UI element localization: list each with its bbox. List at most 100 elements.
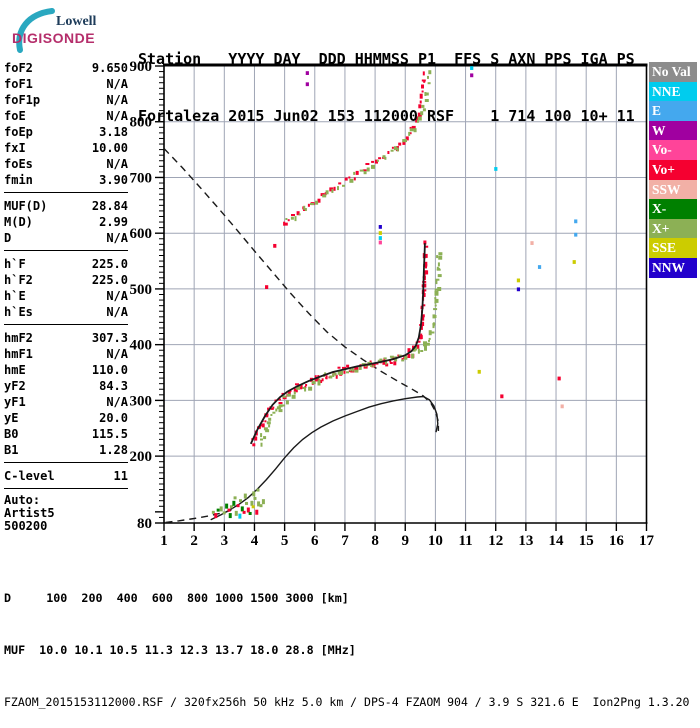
parameter-label: h`F — [4, 257, 26, 271]
parameter-row: yF1 N/A — [4, 394, 128, 410]
svg-text:10: 10 — [428, 533, 443, 549]
parameter-row: fxI 10.00 — [4, 140, 128, 156]
parameter-row: fmin 3.90 — [4, 172, 128, 188]
parameter-row: foF1p N/A — [4, 92, 128, 108]
section-divider — [4, 462, 128, 463]
parameter-row: h`E N/A — [4, 288, 128, 304]
legend-item-x-: X- — [649, 199, 697, 219]
svg-text:300: 300 — [130, 393, 153, 409]
parameter-value: 110.0 — [91, 363, 128, 377]
muf-transmission-curve — [163, 148, 440, 431]
parameter-row: hmF1 N/A — [4, 346, 128, 362]
svg-text:7: 7 — [341, 533, 349, 549]
legend-item-no-val: No Val — [649, 62, 697, 82]
artist-trace-fit — [249, 243, 426, 445]
echo-f-trace-2hop-x — [285, 70, 432, 222]
overlay-curves — [163, 148, 440, 524]
parameter-value: 3.18 — [99, 125, 128, 139]
auto-scaler-block: Auto: Artist5 500200 — [4, 494, 128, 533]
parameter-label: B0 — [4, 427, 19, 441]
svg-text:5: 5 — [281, 533, 289, 549]
parameter-row: h`F2 225.0 — [4, 272, 128, 288]
svg-text:17: 17 — [639, 533, 655, 549]
parameter-value: 2.99 — [99, 215, 128, 229]
auto-scaler-line: Artist5 — [4, 506, 55, 520]
auto-scaler-line: Auto: — [4, 493, 41, 507]
svg-text:400: 400 — [130, 338, 153, 354]
auto-scaler-line: 500200 — [4, 519, 48, 533]
parameter-label: h`F2 — [4, 273, 33, 287]
parameter-value: N/A — [106, 77, 128, 91]
svg-text:16: 16 — [609, 533, 625, 549]
legend-item-nne: NNE — [649, 81, 697, 102]
svg-text:3: 3 — [221, 533, 229, 549]
echo-f-trace-1hop-o — [251, 240, 429, 447]
svg-text:700: 700 — [130, 170, 153, 186]
footer: D 100 200 400 600 800 1000 1500 3000 [km… — [4, 553, 689, 728]
svg-text:12: 12 — [488, 533, 503, 549]
legend-item-vo-: Vo- — [649, 140, 697, 160]
true-height-profile — [210, 395, 439, 521]
legend-item-e: E — [649, 101, 697, 121]
parameter-value: N/A — [106, 347, 128, 361]
legend-item-w: W — [649, 120, 697, 141]
svg-text:6: 6 — [311, 533, 319, 549]
parameter-value: N/A — [106, 289, 128, 303]
legend-item-x+: X+ — [649, 218, 697, 239]
logo-text-lowell: Lowell — [56, 14, 97, 29]
parameter-label: C-level — [4, 469, 55, 483]
parameter-label: hmF2 — [4, 331, 33, 345]
parameter-value: 3.90 — [99, 173, 128, 187]
parameter-value: N/A — [106, 93, 128, 107]
legend-item-nnw: NNW — [649, 257, 697, 278]
parameter-row: foF1 N/A — [4, 76, 128, 92]
parameter-label: foE — [4, 109, 26, 123]
plot-grid — [164, 66, 647, 523]
station-header: Station YYYY DAY DDD HHMMSS P1 FFS S AXN… — [138, 12, 635, 145]
svg-text:900: 900 — [130, 59, 153, 75]
parameter-label: D — [4, 231, 12, 245]
parameter-row: foE N/A — [4, 108, 128, 124]
parameter-label: foEp — [4, 125, 33, 139]
parameter-value: 20.0 — [99, 411, 128, 425]
svg-text:9: 9 — [402, 533, 410, 549]
parameter-label: foEs — [4, 157, 33, 171]
parameter-value: 84.3 — [99, 379, 128, 393]
parameter-value: N/A — [106, 305, 128, 319]
parameter-row: foF2 9.650 — [4, 60, 128, 76]
parameter-value: 10.00 — [91, 141, 128, 155]
parameter-row: hmE 110.0 — [4, 362, 128, 378]
parameter-row: yF2 84.3 — [4, 378, 128, 394]
parameter-value: 115.5 — [91, 427, 128, 441]
lowell-digisonde-logo: Lowell DIGISONDE — [4, 4, 134, 56]
parameter-row: B0 115.5 — [4, 426, 128, 442]
section-divider — [4, 250, 128, 251]
footer-muf-line: MUF 10.0 10.1 10.5 11.3 12.3 13.7 18.0 2… — [4, 643, 356, 657]
svg-text:13: 13 — [518, 533, 533, 549]
svg-text:15: 15 — [579, 533, 594, 549]
parameter-value: 307.3 — [91, 331, 128, 345]
parameter-row: B1 1.28 — [4, 442, 128, 458]
legend-item-ssw: SSW — [649, 179, 697, 200]
parameter-row: MUF(D) 28.84 — [4, 198, 128, 214]
section-divider — [4, 192, 128, 193]
parameter-value: N/A — [106, 395, 128, 409]
parameter-label: MUF(D) — [4, 199, 48, 213]
svg-text:200: 200 — [130, 449, 153, 465]
svg-text:2: 2 — [190, 533, 198, 549]
stray-echo-points — [265, 66, 578, 409]
parameter-value: 225.0 — [91, 257, 128, 271]
section-divider — [4, 488, 128, 489]
fitted-trace-line — [249, 243, 426, 445]
parameter-row: h`Es N/A — [4, 304, 128, 320]
parameter-label: M(D) — [4, 215, 33, 229]
legend-item-sse: SSE — [649, 238, 697, 258]
parameter-label: yF2 — [4, 379, 26, 393]
parameter-label: h`E — [4, 289, 26, 303]
svg-text:1: 1 — [160, 533, 168, 549]
parameter-label: B1 — [4, 443, 19, 457]
svg-text:14: 14 — [549, 533, 565, 549]
svg-text:600: 600 — [130, 226, 153, 242]
parameter-row: D N/A — [4, 230, 128, 246]
